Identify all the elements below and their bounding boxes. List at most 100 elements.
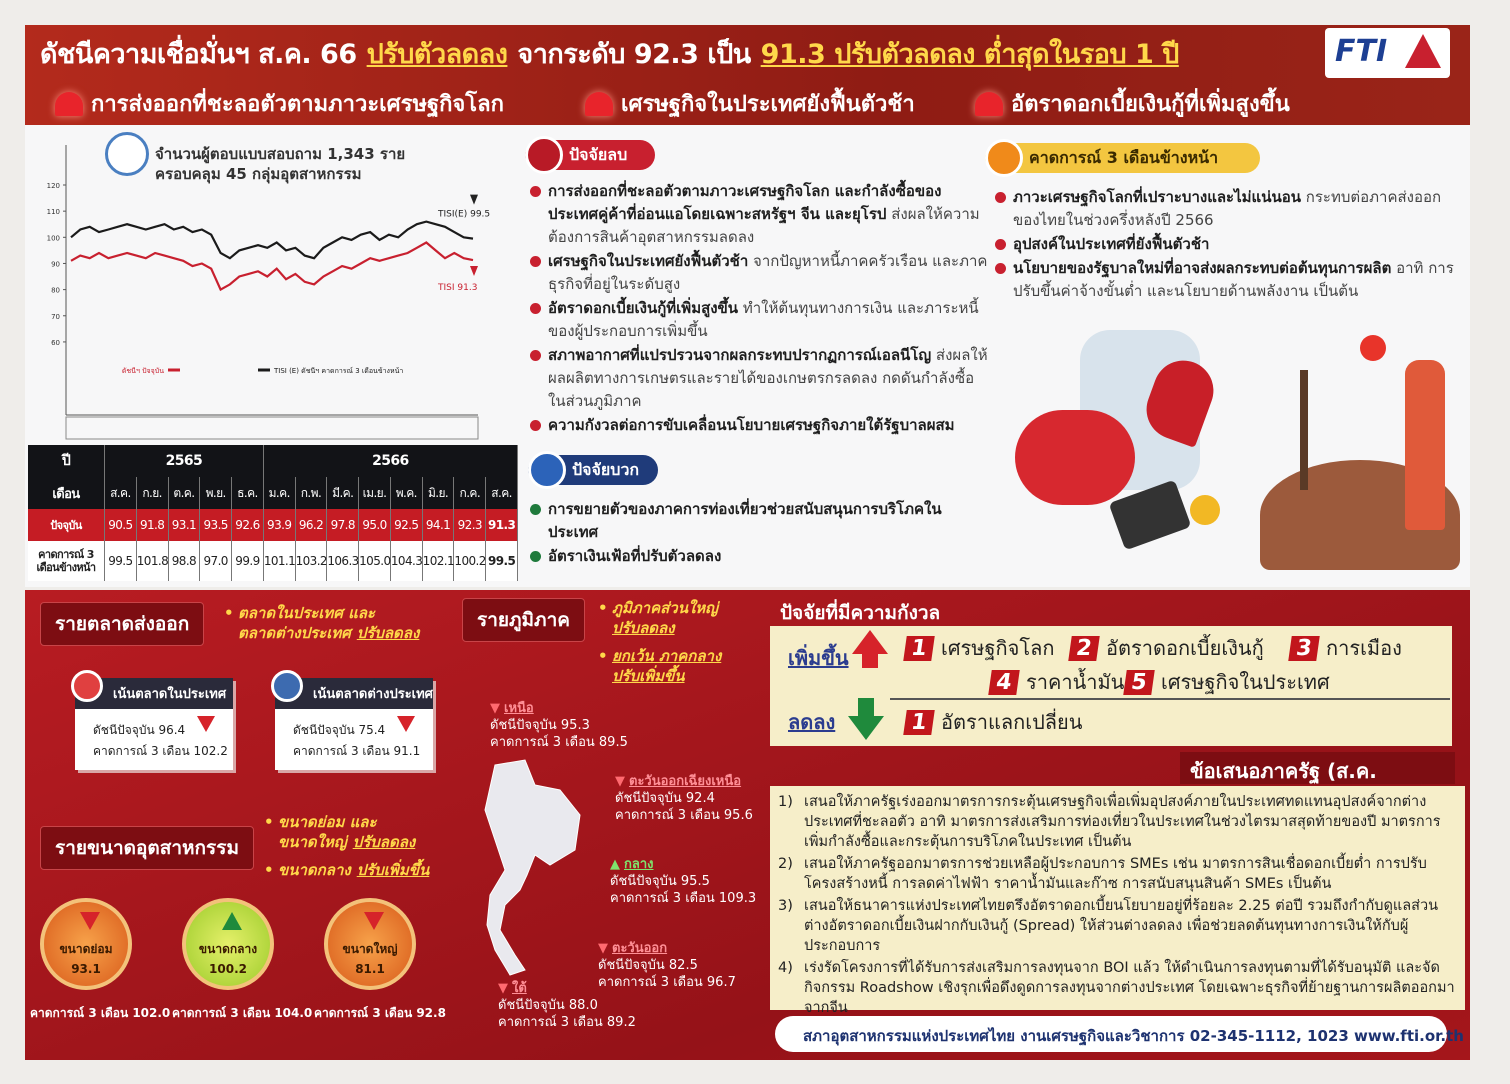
table-cell: มี.ค.	[326, 477, 360, 509]
bullet-text: ทำให้ต้นทุนทางการเงิน และภาระหนี้ของผู้ป…	[548, 299, 979, 340]
concern-rank: 1	[903, 709, 935, 735]
siren-icon	[585, 91, 613, 116]
region-forecast: คาดการณ์ 3 เดือน 89.5	[490, 735, 628, 750]
size-name: ขนาดกลาง	[198, 942, 258, 956]
size-circle: ขนาดย่อม 93.1	[40, 898, 132, 990]
note-line: ตลาดในประเทศ และ	[238, 603, 419, 623]
region-name: กลาง	[624, 857, 654, 872]
note-underlined: ปรับลดลง	[612, 619, 675, 637]
title: ดัชนีความเชื่อมั่นฯ ส.ค. 66 ปรับตัวลดลง จา…	[40, 32, 1189, 75]
bullet	[995, 263, 1006, 274]
region-name: ตะวันออกเฉียงเหนือ	[629, 774, 742, 789]
note-text: ขนาดกลาง	[278, 861, 351, 879]
bullet-item: อัตราดอกเบี้ยเงินกู้ที่เพิ่มสูงขึ้น ทำให…	[530, 297, 988, 343]
down-arrow	[397, 716, 415, 732]
size-forecast: คาดการณ์ 3 เดือน 104.0	[172, 1006, 313, 1020]
y-tick-label: 100	[47, 234, 60, 242]
note-line: ปรับเพิ่มขึ้น	[612, 666, 721, 686]
table-cell: พ.ค.	[390, 477, 423, 509]
line-series	[70, 241, 474, 292]
chart: 60 70 80 90 100 110 120 TISI(E) 99.5 TISI 91.3 ดั…	[47, 145, 490, 440]
concern-rank: 1	[903, 635, 935, 661]
table-row: ปี 2565 2566	[28, 445, 519, 477]
size-name: ขนาดใหญ่	[342, 942, 398, 956]
proposal-item: 3) เสนอให้ธนาคารแห่งประเทศไทยตรึงอัตราดอก…	[778, 896, 1457, 956]
legend-label: TISI (E) ดัชนีฯ คาดการณ์ 3 เดือนข้างหน้า	[273, 367, 403, 375]
concern-rank: 3	[1288, 635, 1320, 661]
region-current: ดัชนีปัจจุบัน 95.3	[490, 718, 590, 733]
siren-icon	[55, 91, 83, 116]
concern-rank: 4	[988, 669, 1020, 695]
table-cell: 105.0	[358, 541, 391, 581]
up-arrow-stem	[862, 654, 878, 668]
proposal-number: 1)	[778, 794, 793, 810]
bullet-text: ส่งผลให้ผลผลิตทางการเกษตรและรายได้ของเกษ…	[548, 346, 988, 410]
table-cell: 90.5	[104, 509, 137, 541]
table-cell: 106.3	[326, 541, 359, 581]
table-cell: ก.พ.	[295, 477, 328, 509]
annotation-arrow	[470, 266, 478, 277]
title-part: 91.3 ปรับตัวลดลง ต่ำสุดในรอบ 1 ปี	[760, 39, 1180, 70]
bullet-list: ภาวะเศรษฐกิจโลกที่เปราะบางและไม่แน่นอน ก…	[995, 186, 1455, 304]
note-underlined: ปรับลดลง	[356, 624, 420, 642]
table-cell: ปี	[28, 445, 105, 477]
note-text: ขนาดใหญ่	[278, 833, 347, 851]
title-part: ปรับตัวลดลง	[366, 39, 508, 70]
table-cell: 103.2	[295, 541, 328, 581]
concerns-title: ปัจจัยที่มีความกังวล	[780, 602, 941, 624]
down-arrow	[197, 716, 215, 732]
headline: อัตราดอกเบี้ยเงินกู้ที่เพิ่มสูงขึ้น	[975, 86, 1290, 121]
card-flag	[271, 670, 303, 702]
size-forecast: คาดการณ์ 3 เดือน 102.0	[30, 1006, 171, 1020]
bullet	[530, 303, 541, 314]
bullet-text: ส่งผลให้ความต้องการสินค้าอุตสาหกรรมลดลง	[548, 205, 980, 246]
bullet	[530, 350, 541, 361]
region-arrow: ▼	[615, 774, 625, 789]
region-block: ▼ เหนือ ดัชนีปัจจุบัน 95.3 คาดการณ์ 3 เดือน…	[490, 700, 628, 751]
bullet-item: เศรษฐกิจในประเทศยังฟื้นตัวช้า จากปัญหาหน…	[530, 250, 988, 296]
region-forecast: คาดการณ์ 3 เดือน 96.7	[598, 975, 736, 990]
proposal-text: เสนอให้ภาครัฐเร่งออกมาตรการกระตุ้นเศรษฐก…	[804, 794, 1441, 850]
table-cell: 101.8	[136, 541, 169, 581]
bullet	[995, 192, 1006, 203]
note: • ภูมิภาคส่วนใหญ่ ปรับลดลง	[598, 598, 724, 638]
concern-rank: 2	[1068, 635, 1100, 661]
note-text: ตลาดในประเทศ และ	[238, 604, 375, 622]
y-tick-label: 60	[51, 339, 60, 347]
region-block: ▲ กลาง ดัชนีปัจจุบัน 95.5 คาดการณ์ 3 เดือน …	[610, 856, 756, 907]
note: • ขนาดย่อม และ ขนาดใหญ่ ปรับลดลง	[264, 812, 415, 852]
table-cell: 97.8	[326, 509, 360, 541]
note: • ยกเว้น ภาคกลาง ปรับเพิ่มขึ้น	[598, 646, 721, 686]
table-cell: เดือน	[28, 477, 105, 509]
logo-box: FTI	[1325, 28, 1450, 78]
section-pill: ปัจจัยบวก	[528, 451, 658, 489]
bullet-item: อัตราเงินเฟ้อที่ปรับตัวลดลง	[530, 545, 988, 568]
y-tick-label: 110	[47, 208, 60, 216]
siren-icon	[975, 91, 1003, 116]
size-arrow	[222, 912, 242, 930]
market-card: เน้นตลาดในประเทศ ดัชนีปัจจุบัน 96.4 คาดการ…	[71, 670, 233, 770]
table-cell: 102.1	[422, 541, 455, 581]
card-current: ดัชนีปัจจุบัน 96.4	[93, 723, 186, 737]
table-cell: ส.ค.	[485, 477, 518, 509]
region-arrow: ▼	[498, 981, 508, 996]
proposal-number: 2)	[778, 856, 793, 872]
region-name: เหนือ	[504, 701, 534, 716]
section-pill: ปัจจัยลบ	[525, 136, 655, 174]
illustration	[1010, 330, 1460, 580]
annotation: TISI(E) 99.5	[437, 210, 490, 220]
proposal-item: 4) เร่งรัดโครงการที่ได้รับการส่งเสริมการล…	[778, 958, 1457, 1018]
region-name: ตะวันออก	[612, 941, 668, 956]
table-cell: คาดการณ์ 3 เดือนข้างหน้า	[28, 541, 105, 581]
table-cell: 93.5	[199, 509, 233, 541]
concern-text: การเมือง	[1326, 636, 1402, 660]
bullet-item: อุปสงค์ในประเทศที่ยังฟื้นตัวช้า	[995, 233, 1455, 256]
size-arrow	[364, 912, 384, 930]
card-flag	[71, 670, 103, 702]
region-current: ดัชนีปัจจุบัน 88.0	[498, 998, 598, 1013]
headline-text: อัตราดอกเบี้ยเงินกู้ที่เพิ่มสูงขึ้น	[1011, 92, 1290, 117]
table-cell: เม.ย.	[358, 477, 391, 509]
pill-title: คาดการณ์ 3 เดือนข้างหน้า	[1029, 147, 1219, 167]
bullet-bold: การส่งออกที่ชะลอตัวตามภาวะเศรษฐกิจโลก แล…	[548, 182, 942, 223]
